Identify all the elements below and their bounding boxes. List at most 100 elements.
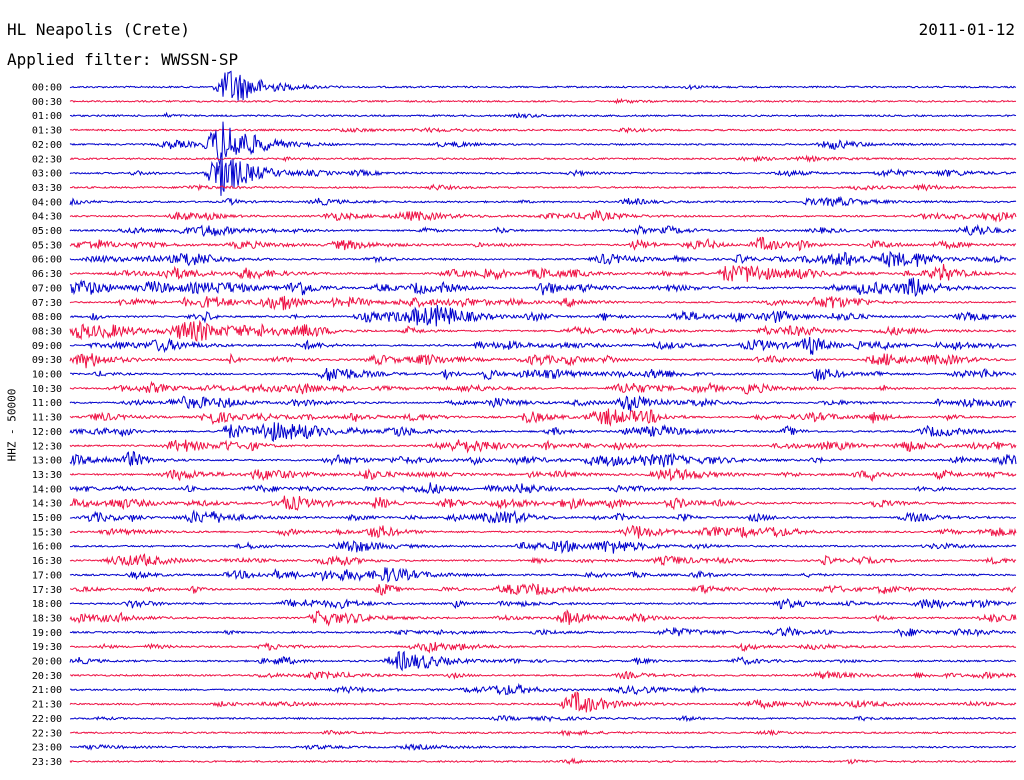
row-label: 11:30 bbox=[32, 413, 62, 424]
row-label: 01:30 bbox=[32, 126, 62, 137]
row-label: 22:30 bbox=[32, 728, 62, 739]
trace-row bbox=[69, 336, 1017, 355]
row-label: 22:00 bbox=[32, 714, 62, 725]
row-label: 13:00 bbox=[32, 456, 62, 467]
row-label: 20:00 bbox=[32, 657, 62, 668]
row-label: 00:30 bbox=[32, 97, 62, 108]
row-label: 16:30 bbox=[32, 556, 62, 567]
trace-row bbox=[69, 757, 1017, 765]
row-label: 00:00 bbox=[32, 83, 62, 94]
row-label: 15:30 bbox=[32, 527, 62, 538]
row-label: 09:30 bbox=[32, 355, 62, 366]
trace-row bbox=[69, 126, 1017, 134]
row-label: 21:30 bbox=[32, 700, 62, 711]
trace-row bbox=[69, 111, 1017, 119]
trace-row bbox=[69, 263, 1017, 282]
trace-row bbox=[69, 729, 1017, 737]
trace-row bbox=[69, 277, 1017, 298]
row-label: 02:00 bbox=[32, 140, 62, 151]
trace-row bbox=[69, 439, 1017, 454]
row-label: 12:00 bbox=[32, 427, 62, 438]
trace-row bbox=[69, 236, 1017, 252]
trace-row bbox=[69, 380, 1017, 395]
row-label: 06:00 bbox=[32, 255, 62, 266]
row-label: 16:00 bbox=[32, 542, 62, 553]
trace-row bbox=[69, 422, 1017, 443]
trace-row bbox=[69, 524, 1017, 539]
row-label: 01:00 bbox=[32, 111, 62, 122]
row-label: 19:30 bbox=[32, 642, 62, 653]
trace-row bbox=[69, 467, 1017, 483]
row-label: 05:00 bbox=[32, 226, 62, 237]
trace-row bbox=[69, 250, 1017, 268]
row-label: 18:00 bbox=[32, 599, 62, 610]
row-label: 15:00 bbox=[32, 513, 62, 524]
trace-row bbox=[69, 609, 1017, 627]
row-label: 09:00 bbox=[32, 341, 62, 352]
trace-row bbox=[69, 121, 1017, 166]
row-label: 20:30 bbox=[32, 671, 62, 682]
trace-row bbox=[69, 582, 1017, 596]
row-label: 02:30 bbox=[32, 154, 62, 165]
trace-row bbox=[69, 209, 1017, 223]
trace-row bbox=[69, 408, 1016, 427]
row-label: 06:30 bbox=[32, 269, 62, 280]
row-label: 05:30 bbox=[32, 240, 62, 251]
trace-row bbox=[69, 156, 1017, 196]
trace-row bbox=[69, 625, 1017, 638]
trace-row bbox=[70, 540, 1017, 555]
trace-row bbox=[70, 304, 1017, 327]
trace-row bbox=[69, 395, 1017, 412]
trace-row bbox=[69, 182, 1017, 192]
row-label: 21:00 bbox=[32, 685, 62, 696]
trace-row bbox=[69, 743, 1016, 751]
row-label: 07:00 bbox=[32, 283, 62, 294]
trace-row bbox=[69, 195, 1017, 208]
date-label: 2011-01-12 bbox=[918, 20, 1015, 39]
trace-row bbox=[69, 553, 1017, 567]
row-label: 10:00 bbox=[32, 370, 62, 381]
row-label: 03:30 bbox=[32, 183, 62, 194]
trace-row bbox=[69, 567, 1017, 583]
trace-row bbox=[70, 714, 1017, 723]
row-label: 11:00 bbox=[32, 398, 62, 409]
row-label: 10:30 bbox=[32, 384, 62, 395]
trace-row bbox=[69, 482, 1017, 495]
row-label: 23:30 bbox=[32, 757, 62, 768]
row-label: 17:30 bbox=[32, 585, 62, 596]
trace-row bbox=[69, 319, 1017, 342]
row-label: 04:30 bbox=[32, 212, 62, 223]
row-label: 13:30 bbox=[32, 470, 62, 481]
row-label: 19:00 bbox=[32, 628, 62, 639]
row-label: 12:30 bbox=[32, 441, 62, 452]
trace-row bbox=[69, 352, 1017, 369]
trace-row bbox=[69, 154, 1017, 164]
seismic-traces bbox=[69, 70, 1017, 765]
trace-row bbox=[69, 641, 1017, 654]
trace-row bbox=[69, 682, 1017, 696]
row-label: 04:00 bbox=[32, 197, 62, 208]
row-label: 18:30 bbox=[32, 613, 62, 624]
trace-row bbox=[69, 295, 1017, 311]
row-label: 14:00 bbox=[32, 484, 62, 495]
trace-row bbox=[69, 495, 1017, 511]
trace-row bbox=[69, 450, 1017, 468]
trace-row bbox=[69, 670, 1017, 680]
row-label: 14:30 bbox=[32, 499, 62, 510]
station-title: HL Neapolis (Crete) bbox=[7, 20, 191, 39]
trace-row bbox=[70, 368, 1017, 382]
trace-row bbox=[69, 509, 1017, 524]
trace-row bbox=[69, 691, 1017, 713]
row-labels: 00:00 00:30 01:00 01:30 02:00 02:30 03:00 03:30… bbox=[32, 83, 62, 768]
trace-row bbox=[69, 223, 1017, 238]
trace-row bbox=[69, 598, 1017, 610]
trace-row bbox=[69, 70, 1017, 101]
filter-label: Applied filter: WWSSN-SP bbox=[7, 50, 239, 69]
trace-row bbox=[69, 650, 1017, 672]
trace-row bbox=[69, 97, 1017, 105]
row-label: 03:00 bbox=[32, 169, 62, 180]
row-label: 17:00 bbox=[32, 570, 62, 581]
row-label: 08:30 bbox=[32, 326, 62, 337]
row-label: 08:00 bbox=[32, 312, 62, 323]
